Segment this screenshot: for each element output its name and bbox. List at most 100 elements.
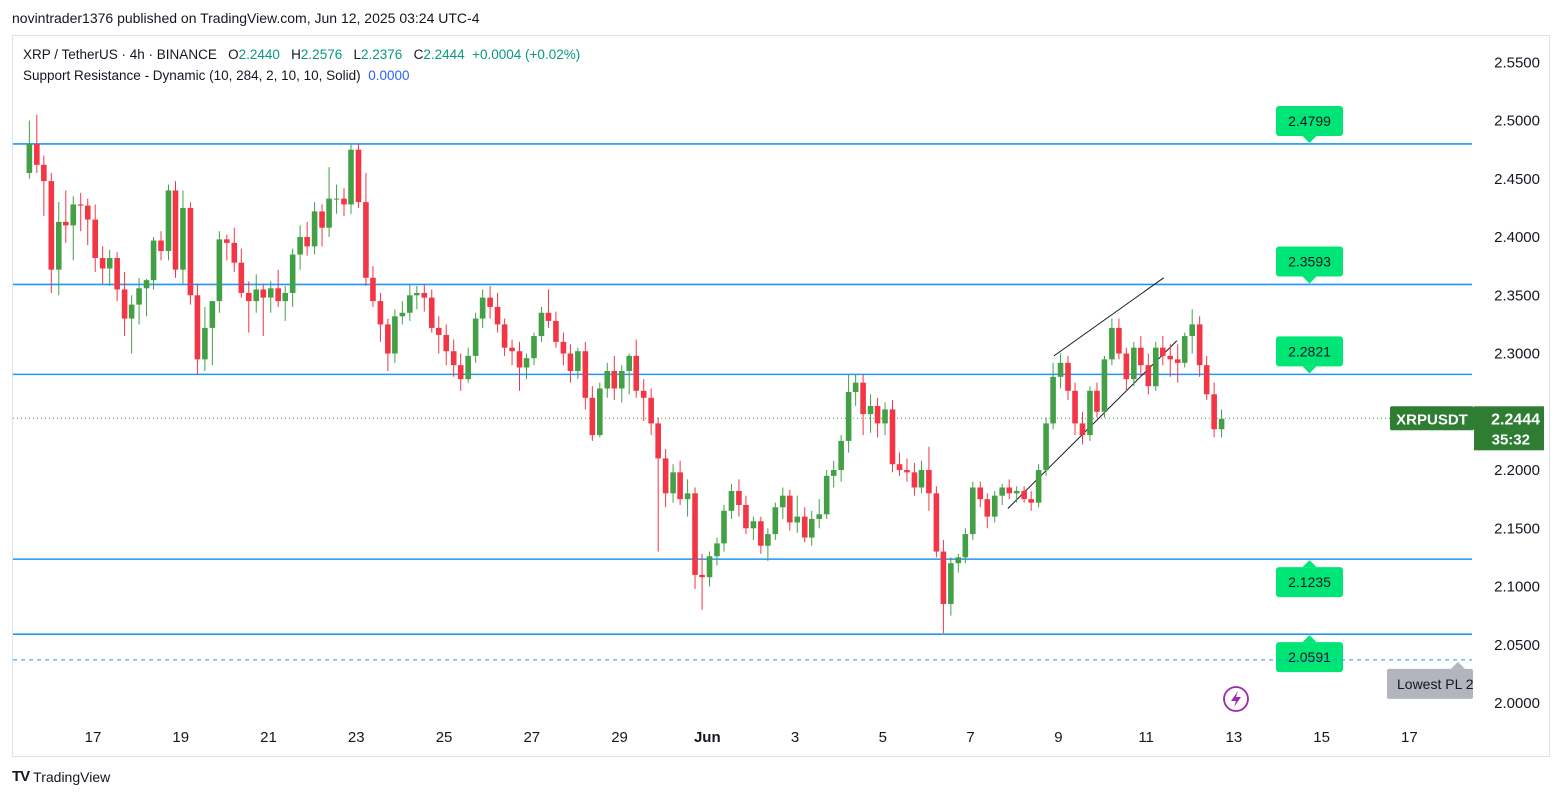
candle-down[interactable]	[926, 446, 932, 511]
candle-down[interactable]	[567, 344, 574, 383]
current-price-tag[interactable]: XRPUSDT 2.2444 35:32	[1390, 406, 1544, 451]
candle-down[interactable]	[1174, 344, 1181, 383]
candle-up[interactable]	[538, 306, 545, 342]
candle-up[interactable]	[962, 528, 969, 564]
candle-up[interactable]	[918, 460, 925, 494]
candle-down[interactable]	[501, 318, 508, 356]
candle-down[interactable]	[1159, 336, 1166, 366]
candle-up[interactable]	[26, 120, 33, 179]
candle-down[interactable]	[275, 269, 281, 307]
candle-down[interactable]	[940, 539, 947, 634]
candle-up[interactable]	[479, 289, 486, 328]
candle-up[interactable]	[1043, 417, 1049, 476]
candle-down[interactable]	[443, 324, 450, 366]
candle-up[interactable]	[70, 196, 77, 261]
candle-up[interactable]	[670, 464, 676, 503]
candle-up[interactable]	[838, 435, 844, 482]
candle-up[interactable]	[1181, 332, 1188, 368]
chart-frame[interactable]	[12, 35, 1550, 757]
candle-up[interactable]	[867, 394, 874, 433]
candle-up[interactable]	[728, 483, 735, 519]
candle-down[interactable]	[341, 188, 347, 217]
candle-down[interactable]	[860, 374, 866, 436]
candle-down[interactable]	[84, 198, 91, 246]
candle-down[interactable]	[933, 486, 940, 558]
candle-down[interactable]	[589, 386, 596, 441]
candle-up[interactable]	[465, 347, 471, 383]
footer-brand[interactable]: TV TradingView	[12, 768, 110, 785]
candle-up[interactable]	[597, 382, 603, 438]
candle-down[interactable]	[787, 489, 793, 531]
trendline[interactable]	[1053, 277, 1164, 357]
candle-down[interactable]	[377, 292, 384, 342]
candle-down[interactable]	[487, 285, 493, 319]
candle-down[interactable]	[363, 172, 369, 286]
candle-up[interactable]	[282, 285, 288, 321]
candle-down[interactable]	[1028, 490, 1034, 511]
candle-down[interactable]	[34, 114, 40, 173]
candle-up[interactable]	[1131, 341, 1137, 387]
candle-up[interactable]	[714, 537, 720, 566]
candle-up[interactable]	[830, 460, 837, 488]
candle-down[interactable]	[121, 271, 128, 337]
candle-down[interactable]	[692, 487, 698, 589]
candle-down[interactable]	[428, 289, 435, 333]
candle-down[interactable]	[457, 353, 464, 391]
candle-up[interactable]	[150, 237, 157, 290]
candle-up[interactable]	[128, 295, 135, 354]
candle-up[interactable]	[794, 495, 801, 533]
candle-up[interactable]	[414, 285, 420, 310]
candle-up[interactable]	[955, 553, 962, 573]
candle-down[interactable]	[582, 341, 589, 410]
candle-up[interactable]	[1189, 309, 1195, 354]
candle-up[interactable]	[1218, 409, 1225, 438]
candle-down[interactable]	[172, 181, 179, 278]
candle-down[interactable]	[41, 155, 47, 217]
candle-down[interactable]	[114, 252, 120, 302]
candle-down[interactable]	[677, 460, 683, 505]
candle-down[interactable]	[1123, 347, 1130, 391]
candle-up[interactable]	[523, 353, 530, 380]
candle-down[interactable]	[1094, 382, 1100, 418]
candle-up[interactable]	[1152, 341, 1159, 391]
candle-up[interactable]	[575, 347, 581, 380]
candle-up[interactable]	[991, 490, 998, 523]
candle-up[interactable]	[684, 479, 691, 517]
candle-up[interactable]	[1087, 386, 1093, 441]
candle-up[interactable]	[721, 504, 727, 552]
candle-up[interactable]	[297, 225, 303, 270]
candle-down[interactable]	[1203, 355, 1210, 401]
candle-up[interactable]	[1035, 464, 1042, 508]
candle-down[interactable]	[48, 172, 55, 293]
candle-up[interactable]	[143, 278, 150, 317]
candle-up[interactable]	[765, 528, 771, 561]
candle-up[interactable]	[407, 283, 413, 321]
candle-down[interactable]	[560, 332, 567, 366]
candle-down[interactable]	[194, 283, 201, 375]
candle-down[interactable]	[1079, 411, 1086, 445]
candle-down[interactable]	[421, 283, 428, 312]
candle-down[interactable]	[648, 388, 654, 436]
candle-down[interactable]	[611, 355, 618, 401]
candle-down[interactable]	[1196, 316, 1203, 377]
candle-down[interactable]	[355, 143, 362, 208]
candle-up[interactable]	[969, 481, 976, 540]
candle-up[interactable]	[333, 184, 340, 214]
candle-up[interactable]	[808, 510, 815, 546]
candle-down[interactable]	[260, 283, 267, 337]
candle-down[interactable]	[904, 458, 910, 482]
candle-up[interactable]	[311, 202, 318, 255]
candle-up[interactable]	[253, 274, 260, 313]
candle-up[interactable]	[779, 487, 786, 519]
candle-down[interactable]	[1072, 382, 1078, 436]
indicator-name[interactable]: Support Resistance - Dynamic (10, 284, 2…	[23, 68, 361, 83]
candle-up[interactable]	[399, 301, 406, 325]
candle-down[interactable]	[640, 379, 647, 422]
candle-down[interactable]	[1138, 336, 1144, 377]
candle-down[interactable]	[494, 292, 501, 333]
candle-up[interactable]	[626, 353, 633, 395]
candle-down[interactable]	[509, 339, 515, 366]
candle-up[interactable]	[326, 167, 332, 238]
candle-up[interactable]	[1109, 318, 1115, 366]
